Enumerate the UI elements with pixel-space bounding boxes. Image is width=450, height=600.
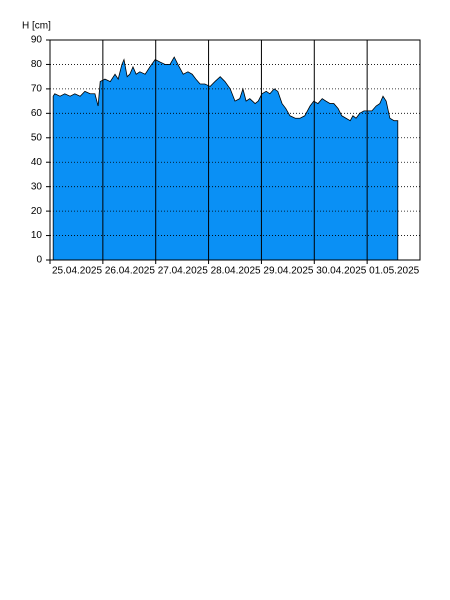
y-tick-label: 50 xyxy=(31,132,43,143)
y-tick-label: 10 xyxy=(31,230,43,241)
y-tick-label: 90 xyxy=(31,35,43,46)
x-tick-label: 29.04.2025 xyxy=(263,266,313,277)
x-tick-label: 25.04.2025 xyxy=(52,266,102,277)
x-tick-label: 27.04.2025 xyxy=(158,266,208,277)
x-tick-label: 01.05.2025 xyxy=(369,266,419,277)
y-tick-label: 30 xyxy=(31,181,43,192)
y-tick-label: 80 xyxy=(31,59,43,70)
y-tick-label: 0 xyxy=(36,255,42,266)
x-tick-label: 28.04.2025 xyxy=(211,266,261,277)
plot-frame xyxy=(49,39,421,261)
y-tick-label: 40 xyxy=(31,157,43,168)
x-tick-label: 26.04.2025 xyxy=(105,266,155,277)
y-axis-label: H [cm] xyxy=(22,21,51,32)
y-tick-label: 70 xyxy=(31,84,43,95)
area xyxy=(52,56,399,261)
y-tick-label: 60 xyxy=(31,108,43,119)
y-tick-label: 20 xyxy=(31,206,43,217)
x-tick-label: 30.04.2025 xyxy=(316,266,366,277)
